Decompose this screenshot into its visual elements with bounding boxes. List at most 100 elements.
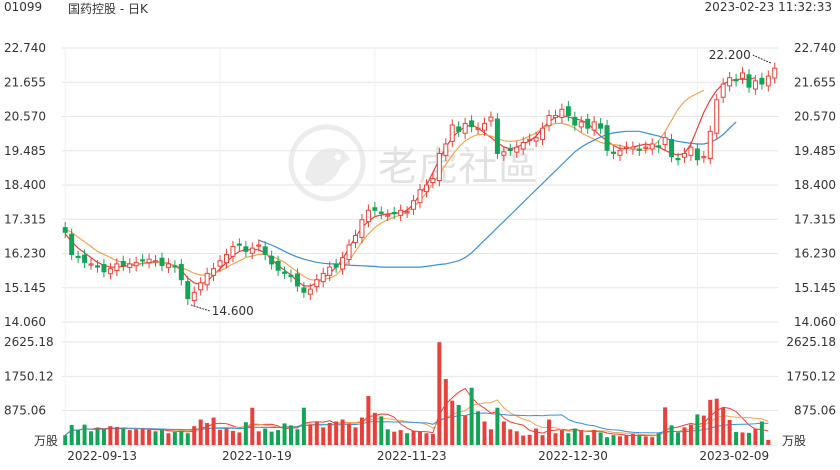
candle-body (88, 263, 94, 266)
candle-body (301, 287, 307, 293)
candle-body (178, 264, 184, 281)
candle-body (694, 148, 700, 161)
low-leader-line (190, 304, 210, 312)
candle-body (630, 146, 636, 150)
volume-bar (643, 436, 648, 445)
volume-bar (753, 428, 758, 445)
candle-body (540, 127, 546, 141)
candle-body (720, 83, 726, 98)
volume-bar (153, 431, 158, 445)
candle-body (243, 246, 249, 252)
high-annotation: 22.200 (709, 48, 751, 62)
volume-bar (624, 435, 629, 445)
candle-body (559, 108, 565, 118)
candle-body (436, 152, 442, 182)
volume-bar (392, 431, 397, 445)
candle-body (636, 148, 642, 151)
volume-bar (495, 407, 500, 445)
candle-body (172, 265, 178, 268)
volume-bar (379, 416, 384, 445)
volume-bar (121, 428, 126, 445)
volume-bar (508, 429, 513, 445)
candle-body (598, 123, 604, 129)
volume-averages (64, 387, 769, 437)
volume-bar (314, 421, 319, 445)
volume-tick-label-left: 875.06 (4, 404, 46, 418)
volume-bar (714, 398, 719, 445)
volume-bar (540, 435, 545, 445)
candle-body (359, 219, 365, 238)
volume-bar (579, 430, 584, 445)
price-tick-label-right: 19.485 (794, 144, 836, 158)
stock-code: 01099 (4, 0, 43, 14)
volume-bar (218, 429, 223, 445)
candle-body (746, 74, 752, 88)
candle-body (430, 178, 436, 183)
volume-ma-slow (64, 412, 769, 436)
candle-body (527, 138, 533, 141)
volume-bar (263, 428, 268, 445)
volume-bar (192, 426, 197, 445)
volume-bar (572, 428, 577, 445)
volume-bar (682, 427, 687, 445)
volume-bar (456, 404, 461, 445)
candle-body (643, 146, 649, 149)
candle-body (475, 127, 481, 130)
candle-body (391, 211, 397, 215)
volume-bar (405, 433, 410, 445)
candle-body (398, 209, 404, 216)
volume-bar (82, 424, 87, 445)
price-tick-label-right: 17.315 (794, 212, 836, 226)
volume-bar (630, 434, 635, 445)
candle-body (423, 184, 429, 193)
candle-body (275, 260, 281, 271)
candle-body (675, 157, 681, 161)
candle-body (482, 122, 488, 131)
volume-bar (359, 417, 364, 445)
candle-body (520, 141, 526, 150)
candle-body (681, 152, 687, 158)
ma-mid-line (64, 89, 705, 281)
candle-body (411, 200, 417, 210)
candle-body (443, 143, 449, 156)
candle-body (494, 118, 500, 154)
volume-tick-label-right: 1750.12 (786, 369, 836, 383)
candle-body (378, 211, 384, 214)
price-tick-label-left: 18.400 (4, 178, 46, 192)
candle-body (449, 124, 455, 142)
candle-body (249, 247, 255, 254)
volume-tick-label-left: 2625.18 (4, 335, 54, 349)
candle-body (314, 279, 320, 288)
volume-bar (746, 432, 751, 445)
volume-bar (353, 427, 358, 445)
candle-body (669, 139, 675, 158)
volume-bar (250, 407, 255, 445)
candle-body (256, 244, 262, 247)
price-tick-label-right: 18.400 (794, 178, 836, 192)
volume-bar (443, 379, 448, 445)
candle-body (320, 272, 326, 283)
volume-bar (514, 431, 519, 445)
candle-body (165, 263, 171, 268)
candle-body (288, 274, 294, 278)
candle-body (372, 207, 378, 211)
volume-bar (224, 428, 229, 445)
volume-bars (63, 342, 771, 445)
volume-bar (69, 424, 74, 445)
volume-bar (288, 425, 293, 445)
volume-bar (321, 427, 326, 445)
tiger-logo-icon (288, 124, 366, 202)
price-tick-label-right: 21.655 (794, 75, 836, 89)
price-tick-label-left: 22.740 (4, 41, 46, 55)
candle-body (501, 151, 507, 156)
volume-ma-fast (64, 387, 769, 437)
candle-body (662, 137, 668, 146)
price-tick-label-right: 22.740 (794, 41, 836, 55)
date-tick-label: 2023-02-09 (699, 449, 769, 463)
candle-body (185, 281, 191, 300)
volume-bar (547, 419, 552, 445)
watermark: 老虎社區 (288, 124, 538, 202)
price-tick-label-right: 15.145 (794, 281, 836, 295)
